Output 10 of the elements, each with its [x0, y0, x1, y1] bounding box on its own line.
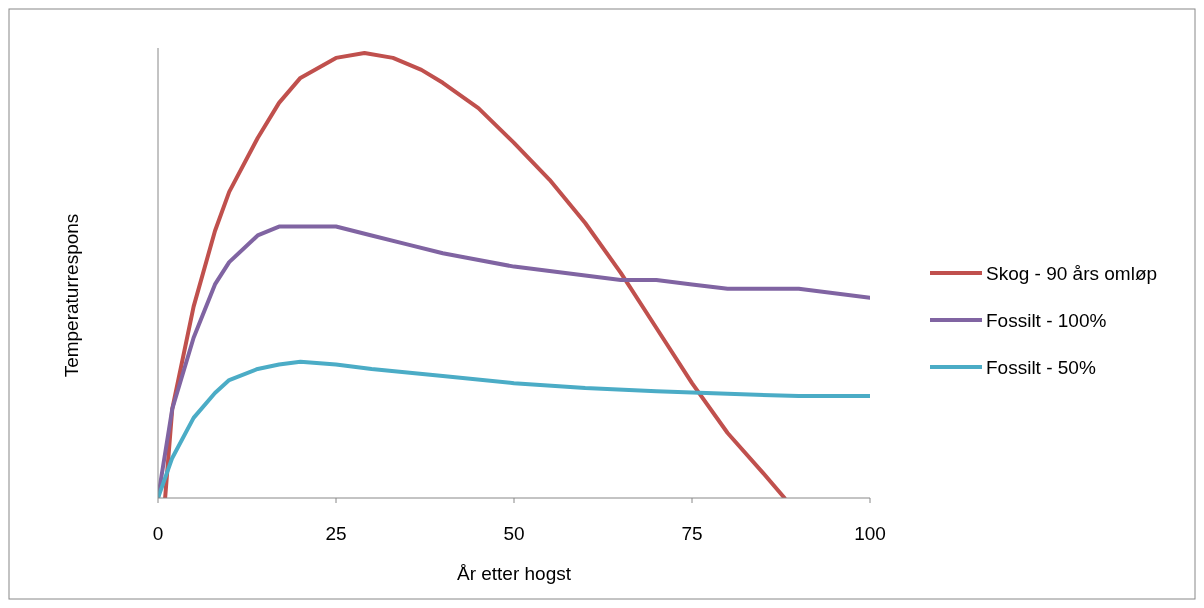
x-tick-label: 75 [681, 523, 703, 544]
legend-label: Skog - 90 års omløp [986, 263, 1158, 284]
x-tick-label: 0 [152, 523, 164, 544]
x-tick-label: 25 [325, 523, 347, 544]
x-tick-label: 50 [503, 523, 525, 544]
legend-label: Fossilt - 50% [986, 357, 1096, 378]
x-tick-label: 100 [854, 523, 886, 544]
x-axis-title: År etter hogst [456, 563, 572, 584]
legend-label: Fossilt - 100% [986, 310, 1107, 331]
y-axis-title: Temperaturrespons [61, 213, 82, 378]
